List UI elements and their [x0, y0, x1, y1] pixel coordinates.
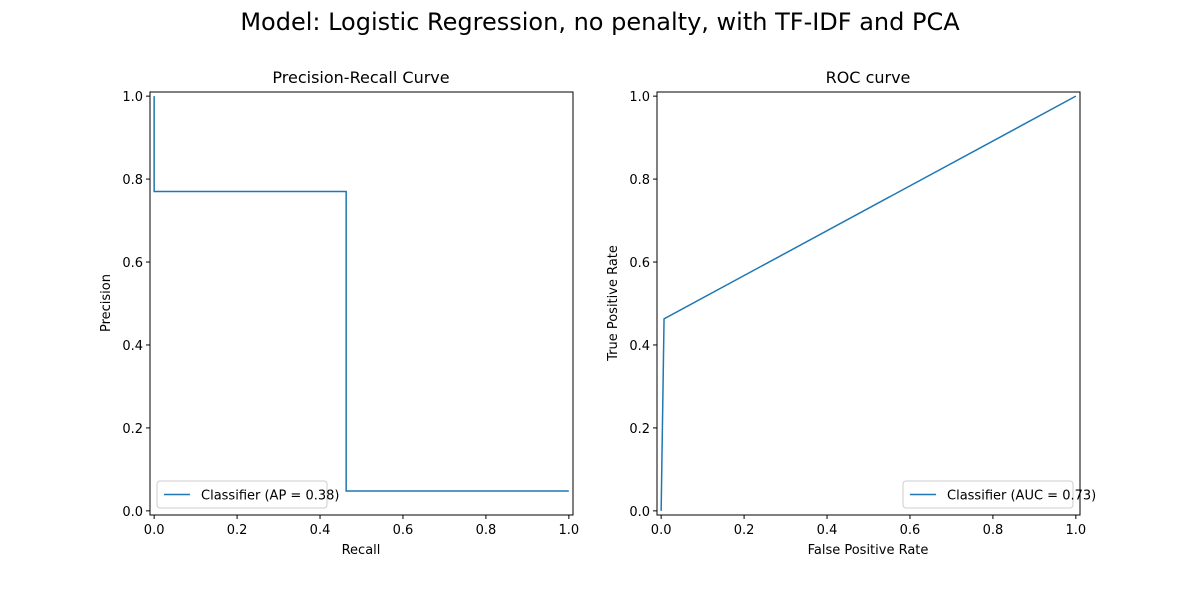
pr-xtick-label: 1.0	[559, 523, 580, 538]
pr-ytick-label: 1.0	[122, 90, 143, 105]
roc-xtick-label: 0.4	[817, 523, 838, 538]
roc-ytick-label: 0.8	[629, 173, 650, 188]
pr-title: Precision-Recall Curve	[272, 68, 449, 87]
pr-legend-label: Classifier (AP = 0.38)	[201, 489, 339, 504]
pr-ytick-label: 0.0	[122, 505, 143, 520]
roc-plot: ROC curve False Positive Rate True Posit…	[606, 68, 1096, 558]
roc-legend-box	[902, 480, 1074, 509]
precision-recall-plot: Precision-Recall Curve Recall Precision …	[99, 68, 579, 558]
roc-ytick-label: 0.2	[629, 422, 650, 437]
roc-xtick-label: 0.6	[900, 523, 921, 538]
pr-ytick-label: 0.6	[122, 256, 143, 271]
roc-xlabel: False Positive Rate	[808, 543, 929, 558]
pr-xtick-label: 0.0	[144, 523, 165, 538]
roc-xtick-label: 0.0	[651, 523, 672, 538]
pr-xtick-label: 0.4	[310, 523, 331, 538]
pr-ylabel: Precision	[99, 274, 114, 332]
pr-xtick-label: 0.2	[227, 523, 248, 538]
pr-curve-line	[153, 96, 569, 492]
roc-legend: Classifier (AUC = 0.73)	[902, 480, 1096, 509]
roc-ticks: 0.0 0.2 0.4 0.6 0.8 1.0 0.0 0.2 0.4 0.6 0.8 1.0	[629, 90, 1086, 538]
pr-axes-frame	[149, 91, 574, 516]
pr-ytick-label: 0.4	[122, 339, 143, 354]
roc-xtick-label: 1.0	[1066, 523, 1087, 538]
roc-xtick-label: 0.2	[734, 523, 755, 538]
roc-curve-line	[660, 95, 1077, 511]
pr-xtick-label: 0.8	[476, 523, 497, 538]
pr-legend: Classifier (AP = 0.38)	[156, 480, 339, 509]
roc-ytick-label: 1.0	[629, 90, 650, 105]
figure-title: Model: Logistic Regression, no penalty, …	[240, 8, 960, 36]
pr-ticks: 0.0 0.2 0.4 0.6 0.8 1.0 0.0 0.2 0.4 0.6 0.8 1.0	[122, 90, 579, 538]
roc-xtick-label: 0.8	[983, 523, 1004, 538]
pr-ytick-label: 0.8	[122, 173, 143, 188]
roc-ytick-label: 0.0	[629, 505, 650, 520]
pr-ytick-label: 0.2	[122, 422, 143, 437]
pr-xlabel: Recall	[342, 543, 381, 558]
roc-ytick-label: 0.4	[629, 339, 650, 354]
roc-axes-frame	[656, 91, 1081, 516]
pr-legend-box	[156, 480, 328, 509]
roc-ylabel: True Positive Rate	[606, 245, 621, 362]
roc-ytick-label: 0.6	[629, 256, 650, 271]
roc-title: ROC curve	[826, 68, 911, 87]
pr-xtick-label: 0.6	[393, 523, 414, 538]
roc-legend-label: Classifier (AUC = 0.73)	[947, 489, 1096, 504]
